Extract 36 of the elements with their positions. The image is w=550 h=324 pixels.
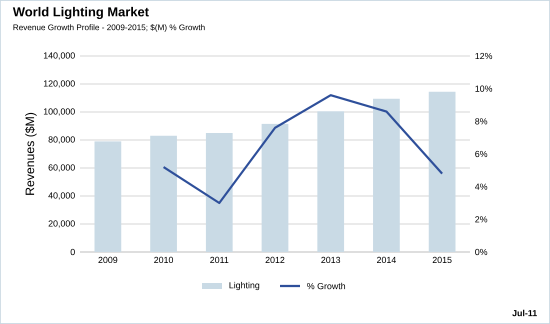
chart-title: World Lighting Market (12, 6, 149, 20)
x-tick-label: 2010 (154, 256, 174, 264)
bar (94, 141, 122, 252)
x-tick-label: 2012 (266, 256, 284, 264)
legend-label: Lighting (230, 282, 260, 290)
x-tick-label: 2014 (377, 256, 396, 264)
y-tick-label: 140,000 (44, 52, 75, 60)
y-tick-label: 80,000 (48, 136, 75, 144)
chart-subtitle: Revenue Growth Profile - 2009-2015; $(M) % Growth (13, 24, 205, 32)
x-tick-label: 2015 (432, 256, 452, 264)
y-tick-label: 40,000 (48, 192, 75, 200)
y2-tick-label: 6% (475, 150, 488, 158)
legend-label: % Growth (307, 282, 346, 290)
x-tick-label: 2009 (98, 256, 118, 264)
bar (262, 124, 288, 252)
y-tick-label: 60,000 (48, 164, 75, 172)
bar (317, 111, 344, 252)
bar (373, 98, 400, 252)
bar (206, 132, 233, 252)
y2-tick-label: 0% (475, 248, 488, 256)
y2-tick-label: 10% (475, 86, 492, 92)
y2-tick-label: 12% (475, 52, 492, 60)
y-axis-title: Revenues ($M) (25, 112, 37, 195)
x-tick-label: 2013 (321, 256, 340, 264)
y-tick-label: 120,000 (44, 80, 75, 88)
y2-tick-label: 8% (475, 118, 488, 124)
bar (428, 92, 456, 252)
y-tick-label: 100,000 (44, 108, 75, 116)
text: Jul-11 (512, 310, 537, 316)
y2-tick-label: 2% (475, 216, 488, 222)
y-tick-label: 20,000 (48, 220, 75, 228)
x-tick-label: 2011 (210, 256, 228, 264)
line-series (162, 94, 444, 204)
bar (150, 136, 177, 252)
y-tick-label: 0 (70, 248, 75, 256)
y2-tick-label: 4% (475, 184, 488, 190)
